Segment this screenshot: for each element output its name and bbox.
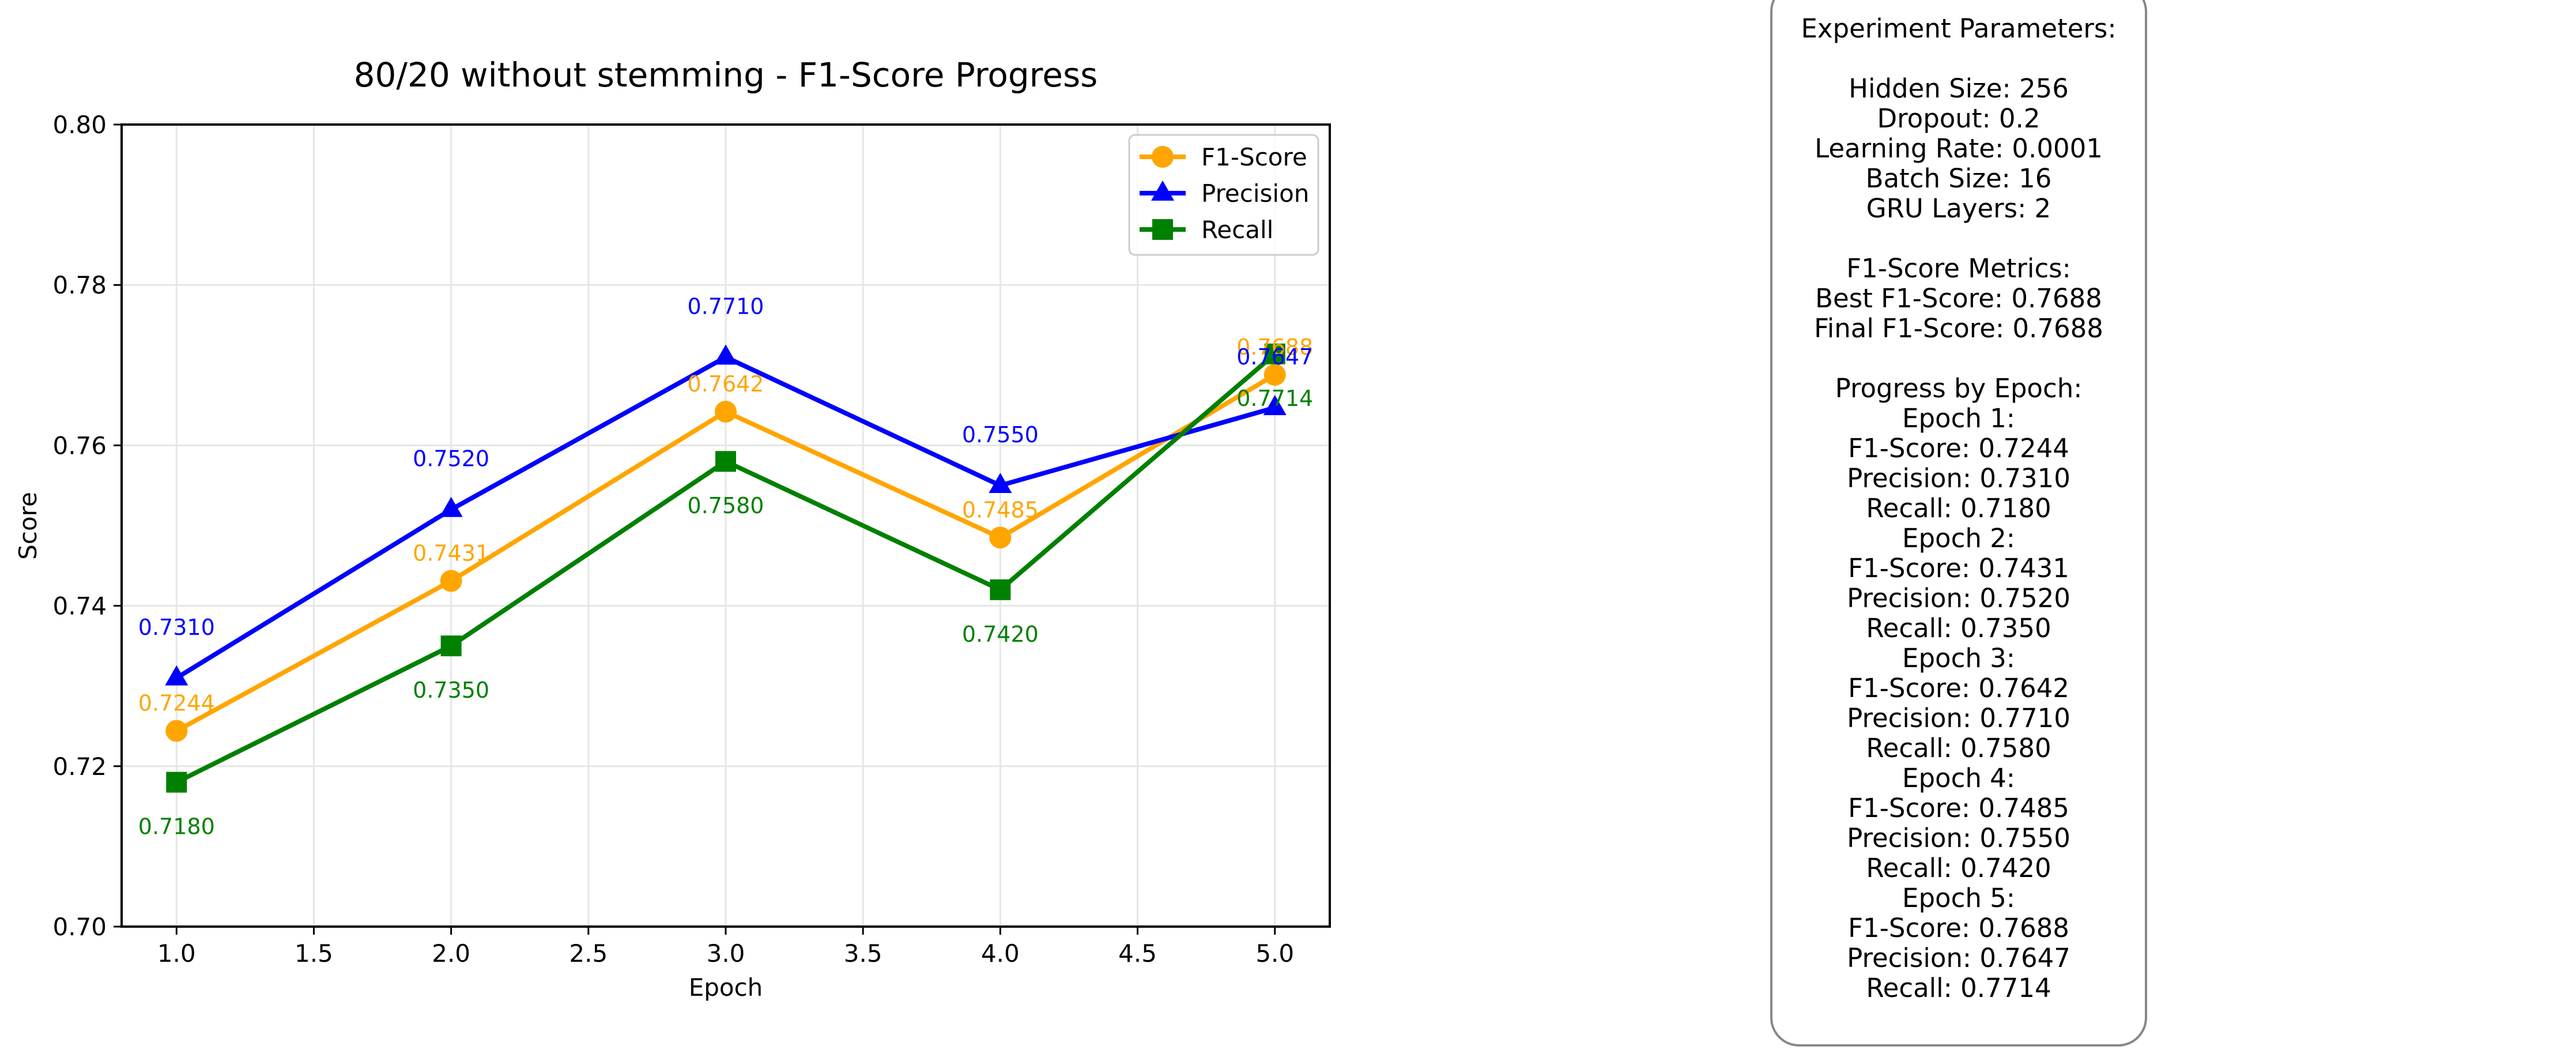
params-line: Precision: 0.7550	[1847, 823, 2070, 853]
f1-score-point	[165, 720, 188, 742]
params-line: GRU Layers: 2	[1866, 193, 2051, 224]
x-tick-label: 4.0	[981, 939, 1020, 968]
params-line: Recall: 0.7580	[1866, 733, 2051, 763]
precision-point	[439, 496, 463, 517]
recall-point	[440, 635, 462, 657]
x-tick-label: 1.0	[157, 939, 196, 968]
f1-score-legend-marker	[1152, 146, 1174, 168]
f1-score-data-label: 0.7431	[413, 540, 489, 566]
f1-score-point	[440, 570, 462, 592]
f1-score-data-label: 0.7244	[138, 691, 215, 716]
recall-point	[1264, 343, 1285, 364]
params-line: Epoch 3:	[1902, 643, 2015, 673]
params-line: Precision: 0.7520	[1847, 583, 2070, 614]
data-label-layer: 0.7244 0.7431 0.7642 0.7485 0.7688 0.7310 0.75…	[138, 293, 1313, 839]
precision-legend-marker	[1151, 180, 1174, 201]
params-line: Final F1-Score: 0.7688	[1814, 313, 2103, 344]
precision-point	[989, 472, 1012, 493]
recall-data-label: 0.7420	[962, 622, 1039, 647]
params-line	[1772, 224, 2145, 254]
params-line: Precision: 0.7310	[1847, 463, 2070, 494]
x-tick-label: 3.5	[844, 939, 882, 968]
params-line: Epoch 1:	[1902, 403, 2015, 434]
y-axis-label: Score	[14, 492, 42, 560]
params-line: Experiment Parameters:	[1801, 13, 2117, 44]
recall-point	[166, 771, 187, 793]
recall-point	[990, 579, 1011, 600]
params-line: Epoch 4:	[1902, 763, 2015, 793]
precision-legend-label: Precision	[1201, 179, 1309, 208]
f1-score-data-label: 0.7485	[962, 497, 1039, 522]
precision-point	[165, 665, 188, 686]
recall-legend-label: Recall	[1201, 216, 1273, 244]
precision-data-label: 0.7550	[962, 422, 1039, 447]
recall-data-label: 0.7350	[413, 678, 489, 703]
recall-data-label: 0.7714	[1236, 386, 1313, 411]
recall-point	[715, 451, 736, 472]
x-tick-label: 5.0	[1255, 939, 1294, 968]
params-line: F1-Score: 0.7688	[1848, 913, 2069, 943]
y-tick-label: 0.76	[52, 431, 107, 460]
params-line: F1-Score: 0.7431	[1848, 553, 2069, 584]
x-tick-label: 2.0	[432, 939, 470, 968]
precision-point	[714, 344, 737, 365]
f1-score-data-label: 0.7642	[688, 371, 764, 397]
precision-data-label: 0.7520	[413, 446, 489, 472]
params-line: Dropout: 0.2	[1877, 103, 2041, 134]
recall-data-label: 0.7180	[138, 814, 215, 840]
legend-box	[1128, 134, 1319, 256]
recall-legend-marker	[1152, 219, 1173, 240]
f1-score-point	[715, 400, 737, 423]
params-line: Precision: 0.7647	[1847, 943, 2070, 973]
legend: F1-Score Precision Recall	[1128, 134, 1319, 256]
y-tick-label: 0.74	[52, 592, 107, 620]
y-tick-label: 0.80	[52, 111, 107, 139]
params-line: F1-Score Metrics:	[1846, 253, 2071, 284]
f1-score-point	[989, 526, 1012, 549]
f1-score-legend-label: F1-Score	[1201, 143, 1307, 171]
params-line: Recall: 0.7420	[1866, 853, 2051, 883]
y-tick-label: 0.72	[52, 752, 107, 781]
params-line: Hidden Size: 256	[1849, 73, 2069, 104]
x-tick-label: 3.0	[707, 939, 745, 968]
x-tick-label: 4.5	[1118, 939, 1157, 968]
params-line: F1-Score: 0.7642	[1848, 673, 2069, 703]
experiment-parameters-panel: Experiment Parameters: Hidden Size: 256 Dr…	[1770, 0, 2147, 1047]
axes-layer: 1.0 1.5 2.0 2.5 3.0 3.5 4.0 4.5 5.0 0.70 0.72 0.74 0…	[52, 111, 1294, 968]
x-tick-label: 1.5	[295, 939, 333, 968]
series-layer	[165, 343, 1287, 793]
params-line	[1772, 344, 2145, 374]
params-line: Epoch 5:	[1902, 883, 2015, 913]
precision-point	[1263, 395, 1287, 416]
y-tick-label: 0.70	[52, 913, 107, 941]
params-line: Recall: 0.7714	[1866, 973, 2051, 1003]
params-line: Best F1-Score: 0.7688	[1815, 283, 2102, 314]
x-tick-label: 2.5	[569, 939, 608, 968]
precision-data-label: 0.7310	[138, 615, 215, 640]
recall-data-label: 0.7580	[688, 493, 764, 518]
params-line: Recall: 0.7180	[1866, 493, 2051, 524]
params-line: Epoch 2:	[1902, 523, 2015, 554]
params-line: Progress by Epoch:	[1835, 373, 2083, 404]
f1-score-data-label: 0.7688	[1236, 334, 1313, 360]
params-line: Precision: 0.7710	[1847, 703, 2070, 733]
chart-title: 80/20 without stemming - F1-Score Progre…	[354, 55, 1098, 95]
y-tick-label: 0.78	[52, 271, 107, 299]
precision-data-label: 0.7710	[688, 293, 764, 319]
params-line	[1772, 44, 2145, 74]
params-line: Batch Size: 16	[1865, 163, 2052, 194]
params-line: Learning Rate: 0.0001	[1815, 133, 2103, 164]
f1-score-point	[1264, 363, 1286, 386]
params-line: F1-Score: 0.7244	[1848, 433, 2069, 464]
params-line: F1-Score: 0.7485	[1848, 793, 2069, 823]
precision-data-label: 0.7647	[1236, 344, 1313, 370]
params-line: Recall: 0.7350	[1866, 613, 2051, 643]
x-axis-label: Epoch	[689, 973, 763, 1002]
